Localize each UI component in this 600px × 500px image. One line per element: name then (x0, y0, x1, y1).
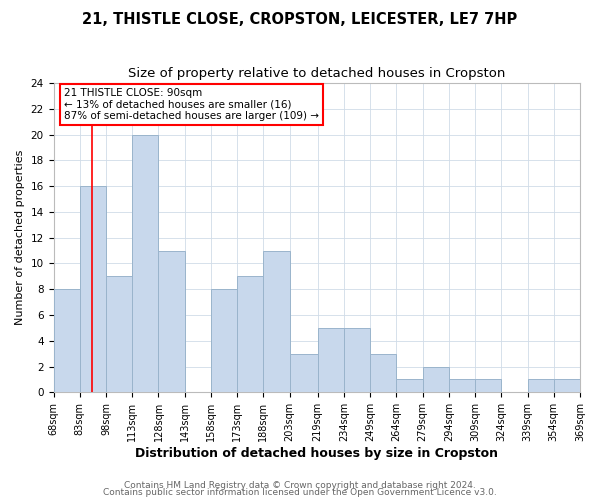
Bar (106, 276, 132, 392)
Bar (527, 380, 554, 392)
Bar (554, 380, 580, 392)
Bar (158, 250, 185, 392)
Bar (449, 380, 475, 392)
Bar (263, 250, 290, 392)
Bar (422, 366, 449, 392)
Bar (317, 328, 344, 392)
X-axis label: Distribution of detached houses by size in Cropston: Distribution of detached houses by size … (135, 447, 498, 460)
Bar (80, 186, 106, 392)
Y-axis label: Number of detached properties: Number of detached properties (15, 150, 25, 326)
Text: Contains HM Land Registry data © Crown copyright and database right 2024.: Contains HM Land Registry data © Crown c… (124, 480, 476, 490)
Bar (211, 289, 237, 393)
Bar (397, 380, 422, 392)
Bar (53, 289, 80, 393)
Bar (290, 354, 317, 393)
Bar (475, 380, 501, 392)
Bar (344, 328, 370, 392)
Title: Size of property relative to detached houses in Cropston: Size of property relative to detached ho… (128, 68, 505, 80)
Text: Contains public sector information licensed under the Open Government Licence v3: Contains public sector information licen… (103, 488, 497, 497)
Bar (237, 276, 263, 392)
Text: 21, THISTLE CLOSE, CROPSTON, LEICESTER, LE7 7HP: 21, THISTLE CLOSE, CROPSTON, LEICESTER, … (82, 12, 518, 28)
Bar (370, 354, 397, 393)
Bar (132, 134, 158, 392)
Text: 21 THISTLE CLOSE: 90sqm
← 13% of detached houses are smaller (16)
87% of semi-de: 21 THISTLE CLOSE: 90sqm ← 13% of detache… (64, 88, 319, 121)
